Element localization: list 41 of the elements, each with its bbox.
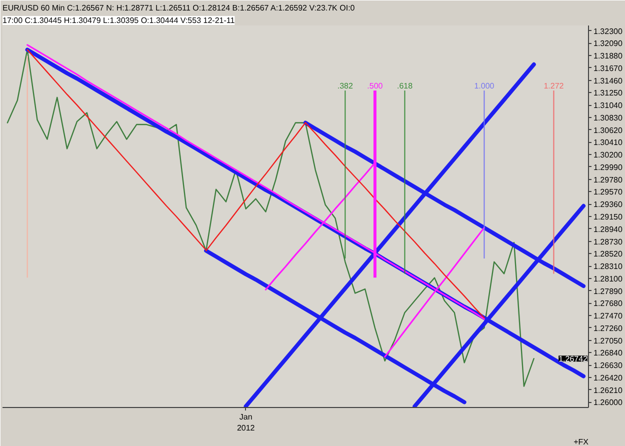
y-tick-label: 1.29360 <box>594 200 623 210</box>
chart-subtitle: 17:00 C:1.30445 H:1.30479 L:1.30395 O:1.30444 V:553 12-21-11 <box>2 16 236 25</box>
annotation: .618 <box>396 81 414 90</box>
y-tick-label: 1.27050 <box>594 336 623 346</box>
y-tick-label: 1.32090 <box>594 39 623 48</box>
chart-title: EUR/USD 60 Min C:1.26567 N: H:1.28771 L:1.26511 O:1.28124 B:1.26567 A:1.26592 V:23.7K OI:0 <box>2 4 356 12</box>
annotation: 1.000 <box>474 81 495 90</box>
annotation: .382 <box>337 81 354 90</box>
y-tick-label: 1.28520 <box>594 250 623 259</box>
y-tick-label: 1.28100 <box>594 274 623 284</box>
y-tick-label: 1.30200 <box>594 150 623 160</box>
annotation: 1.272 <box>544 81 564 90</box>
y-tick-label: 1.27890 <box>594 286 623 296</box>
y-tick-label: 1.26840 <box>594 348 623 358</box>
y-tick-label: 1.28730 <box>594 237 623 246</box>
y-tick-label: 1.30830 <box>594 113 623 122</box>
y-tick-label: 1.31250 <box>594 88 623 98</box>
y-tick-label: 1.32300 <box>594 26 623 36</box>
y-tick-label: 1.27470 <box>594 312 623 321</box>
y-tick-label: 1.30410 <box>594 138 623 148</box>
y-tick-label: 1.30620 <box>594 126 623 135</box>
y-tick-label: 1.28940 <box>594 224 623 234</box>
y-tick-label: 1.31880 <box>594 52 623 61</box>
y-tick-label: 1.28310 <box>594 262 623 272</box>
y-tick-label: 1.29990 <box>594 162 623 172</box>
y-tick-label: 1.26000 <box>594 398 623 408</box>
y-tick-label: 1.26630 <box>594 361 623 370</box>
y-tick-label: 1.29570 <box>594 188 623 197</box>
y-tick-label: 1.31460 <box>594 76 623 86</box>
y-tick-label: 1.26210 <box>594 386 623 395</box>
y-tick-label: 1.31040 <box>594 101 623 110</box>
y-tick-label: 1.26420 <box>594 373 623 382</box>
y-tick-label: 1.27680 <box>594 299 623 308</box>
y-tick-label: 1.27260 <box>594 324 623 333</box>
annotation: .500 <box>367 81 384 90</box>
annotation: 1.26742 <box>558 354 588 364</box>
y-tick-label: 1.31670 <box>594 64 623 73</box>
y-tick-label: 1.29150 <box>594 212 623 222</box>
y-tick-label: 1.29780 <box>594 175 623 184</box>
x-tick-label: Jan 2012 <box>236 412 256 432</box>
text: +FX <box>574 438 590 446</box>
